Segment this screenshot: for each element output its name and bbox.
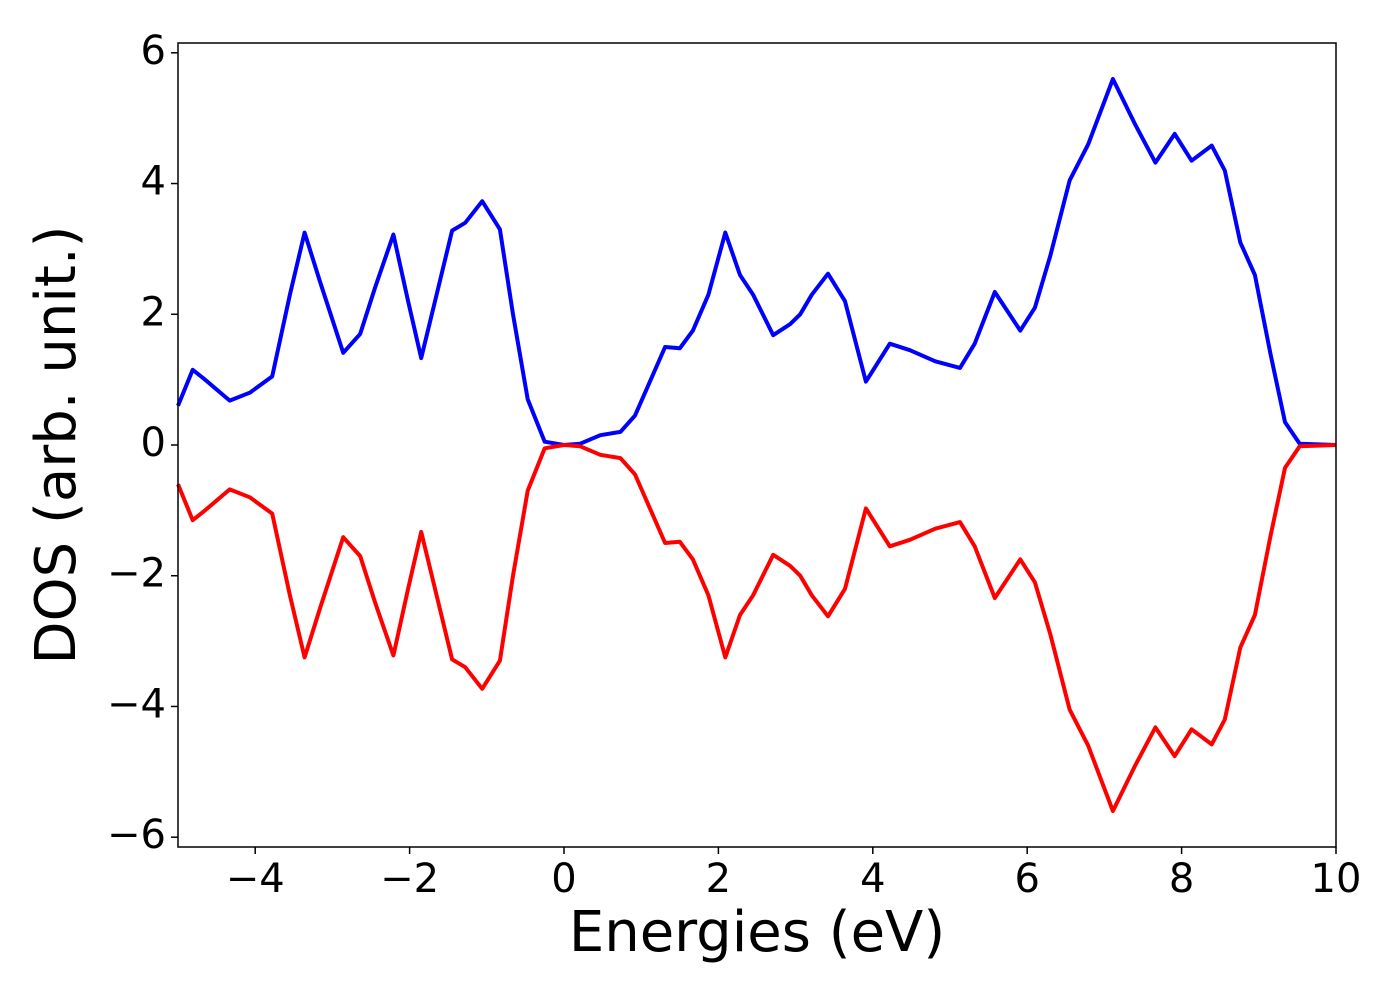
- y-tick-label: −2: [107, 551, 166, 597]
- y-axis-label: DOS (arb. unit.): [24, 225, 89, 664]
- dos-line: [176, 77, 1337, 447]
- x-axis-label: Energies (eV): [569, 900, 945, 965]
- plot-frame: [177, 42, 1337, 848]
- x-tick-label: 2: [706, 856, 731, 902]
- y-tick-label: 0: [141, 420, 166, 466]
- y-tick-label: 4: [141, 159, 166, 205]
- x-tick-label: 0: [551, 856, 576, 902]
- x-tick-label: −2: [380, 856, 439, 902]
- x-tick-label: 10: [1311, 856, 1362, 902]
- x-tick-label: 8: [1169, 856, 1194, 902]
- y-tick-label: 6: [141, 28, 166, 74]
- y-tick-label: −4: [107, 681, 166, 727]
- x-tick-label: 6: [1014, 856, 1039, 902]
- dos-line: [176, 443, 1337, 813]
- y-tick-label: 2: [141, 289, 166, 335]
- y-tick-label: −6: [107, 812, 166, 858]
- x-tick-label: 4: [860, 856, 885, 902]
- x-tick-label: −4: [226, 856, 285, 902]
